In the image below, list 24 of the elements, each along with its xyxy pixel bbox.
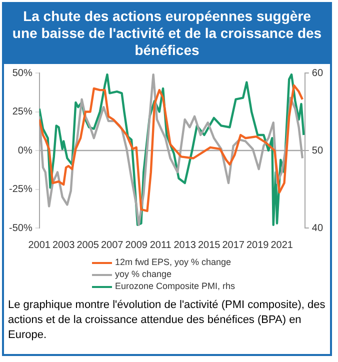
- y-tick-label: -25%: [8, 184, 32, 195]
- y-tick-label: 25%: [12, 106, 32, 118]
- y-tick-label: 0%: [18, 145, 32, 156]
- x-tick-label: 2017: [222, 240, 245, 251]
- x-tick-label: 2015: [198, 240, 221, 251]
- x-tick-label: 2005: [76, 240, 100, 251]
- x-tick-label: 2003: [52, 240, 76, 251]
- x-tick-label: 2007: [100, 240, 124, 251]
- y-tick-label: -50%: [8, 222, 32, 234]
- x-tick-label: 2001: [28, 240, 51, 251]
- y-tick-label: 50%: [12, 68, 32, 79]
- chart-title: La chute des actions européennes suggère une baisse de l'activité et de la croissance des bénéfices: [4, 4, 330, 64]
- legend-label: 12m fwd EPS, yoy % change: [115, 257, 232, 267]
- x-tick-label: 2019: [246, 240, 270, 251]
- x-tick-label: 2011: [150, 240, 172, 251]
- legend-label: yoy % change: [115, 269, 172, 279]
- text: Le graphique montre l'évolution de l'activité (PMI composite), des actions et de la croissance attendue des bénéfices (BPA) en Europe.: [7, 298, 326, 343]
- y2-tick-label: 60: [312, 68, 324, 79]
- y2-tick-label: 50: [312, 145, 324, 156]
- y2-tick-label: 40: [312, 222, 324, 234]
- x-tick-label: 2013: [174, 240, 196, 251]
- legend-label: Eurozone Composite PMI, rhs: [115, 281, 236, 291]
- x-tick-label: 2009: [125, 240, 148, 251]
- x-tick-label: 2021: [270, 240, 294, 251]
